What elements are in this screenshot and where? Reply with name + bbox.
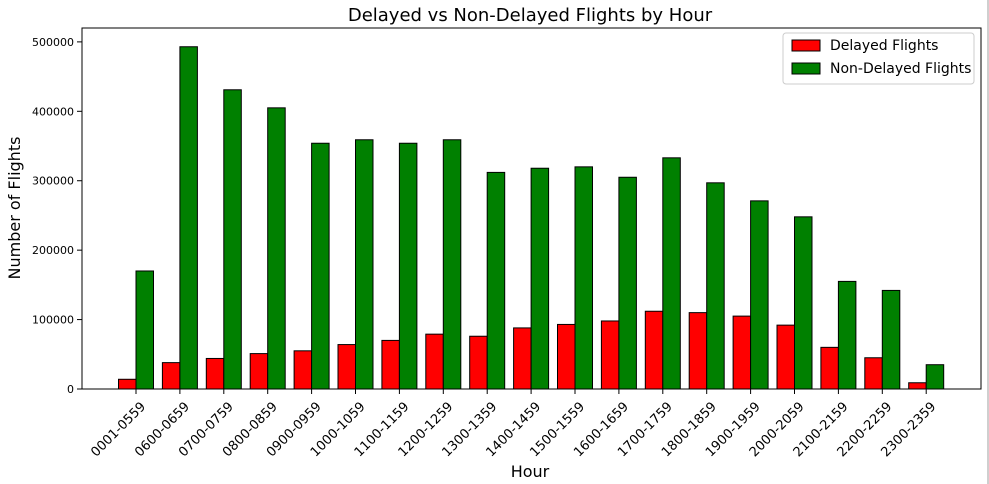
bar-delayed bbox=[820, 346, 839, 390]
bar-non-delayed bbox=[706, 182, 725, 390]
legend-swatch-delayed bbox=[791, 39, 821, 52]
bar-non-delayed bbox=[311, 142, 330, 390]
bar-delayed bbox=[293, 350, 313, 390]
bar-delayed bbox=[557, 323, 576, 390]
bar-delayed bbox=[118, 378, 137, 390]
x-axis: 0001-05590600-06590700-07590800-08590900… bbox=[88, 389, 939, 460]
bar-delayed bbox=[688, 312, 708, 390]
y-axis-label: Number of Flights bbox=[5, 137, 24, 280]
legend: Delayed Flights Non-Delayed Flights bbox=[782, 32, 975, 85]
y-tick-label: 0 bbox=[67, 383, 74, 396]
bar-delayed bbox=[776, 324, 795, 390]
y-tick-label: 400000 bbox=[32, 105, 74, 118]
bar-delayed bbox=[161, 362, 181, 390]
bar-non-delayed bbox=[925, 364, 945, 390]
legend-box bbox=[782, 32, 975, 85]
y-tick-label: 200000 bbox=[32, 244, 74, 257]
window-border bbox=[987, 0, 989, 484]
bar-non-delayed bbox=[881, 289, 901, 390]
legend-swatch-non-delayed bbox=[791, 62, 821, 75]
bar-delayed bbox=[644, 310, 664, 390]
bar-non-delayed bbox=[618, 176, 637, 390]
bar-delayed bbox=[908, 382, 927, 390]
x-axis-label: Hour bbox=[511, 462, 550, 481]
bar-delayed bbox=[469, 335, 488, 390]
plot-outline bbox=[81, 27, 982, 390]
bars-group bbox=[118, 46, 945, 390]
bar-non-delayed bbox=[179, 46, 198, 390]
bar-delayed bbox=[425, 333, 444, 390]
legend-label-non-delayed: Non-Delayed Flights bbox=[830, 61, 971, 77]
bar-non-delayed bbox=[794, 216, 813, 390]
bar-non-delayed bbox=[662, 157, 681, 390]
bar-delayed bbox=[381, 339, 400, 390]
bar-non-delayed bbox=[398, 142, 418, 390]
bar-non-delayed bbox=[355, 139, 374, 390]
bar-non-delayed bbox=[530, 167, 550, 390]
bar-delayed bbox=[513, 327, 532, 390]
y-tick-label: 300000 bbox=[32, 175, 74, 188]
bar-delayed bbox=[249, 353, 269, 390]
bar-non-delayed bbox=[837, 280, 857, 390]
legend-label-delayed: Delayed Flights bbox=[830, 38, 938, 54]
bar-delayed bbox=[864, 357, 883, 390]
bar-non-delayed bbox=[486, 171, 506, 390]
y-tick-label: 100000 bbox=[32, 314, 74, 327]
y-axis: 0 100000 200000 300000 400000 500000 bbox=[32, 36, 82, 396]
bar-non-delayed bbox=[223, 89, 242, 390]
bar-non-delayed bbox=[574, 166, 593, 390]
bar-delayed bbox=[337, 344, 356, 390]
bar-non-delayed bbox=[442, 139, 462, 390]
bar-non-delayed bbox=[750, 200, 769, 390]
bar-non-delayed bbox=[267, 107, 286, 390]
bar-delayed bbox=[732, 315, 752, 390]
bar-delayed bbox=[205, 357, 225, 390]
bar-non-delayed bbox=[135, 270, 154, 390]
bar-delayed bbox=[600, 320, 620, 390]
chart-title: Delayed vs Non-Delayed Flights by Hour bbox=[348, 5, 713, 26]
y-tick-label: 500000 bbox=[32, 36, 74, 49]
